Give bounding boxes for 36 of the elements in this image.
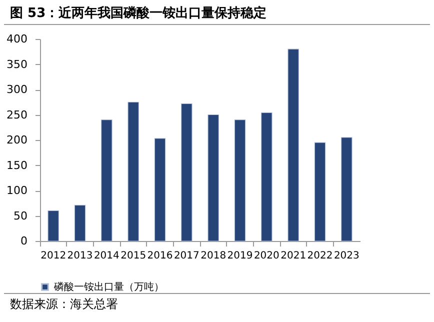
bar [48,210,59,242]
y-tick-label: 400 [6,32,28,46]
x-tick-label: 2020 [254,250,280,262]
y-tick-label: 200 [6,134,28,146]
y-tick-label: 0 [20,234,28,248]
x-tick-label: 2022 [307,250,333,262]
x-tick-label: 2021 [280,250,306,262]
bar [154,138,166,242]
bar [101,120,112,242]
y-tick-label: 150 [6,158,28,172]
y-tick-label: 250 [6,108,28,122]
y-tick-label: 100 [6,184,28,197]
x-tick-label: 2019 [227,250,253,262]
bar [128,102,139,242]
source-note: 数据来源：海关总署 [4,293,430,315]
x-tick-label: 2012 [40,250,66,262]
bar [181,103,192,242]
x-tick-label: 2014 [94,250,120,262]
x-tick-label: 2018 [200,250,226,262]
chart-title: 图 53：近两年我国磷酸一铵出口量保持稳定 [4,0,430,25]
bar [261,112,272,242]
x-tick-label: 2016 [147,250,173,262]
x-tick-label: 2017 [174,250,200,262]
bar [314,142,326,242]
bar [234,120,246,242]
legend-label: 磷酸一铵出口量（万吨） [53,281,164,293]
y-tick-label: 300 [6,83,28,96]
y-tick-label: 50 [14,209,28,222]
x-tick-label: 2023 [334,250,360,262]
y-tick-label: 350 [6,58,28,71]
bar [341,137,352,242]
bar [74,204,86,242]
bar [208,114,219,242]
x-tick-label: 2015 [120,250,146,262]
x-tick-label: 2013 [67,250,93,262]
bar [288,48,299,242]
